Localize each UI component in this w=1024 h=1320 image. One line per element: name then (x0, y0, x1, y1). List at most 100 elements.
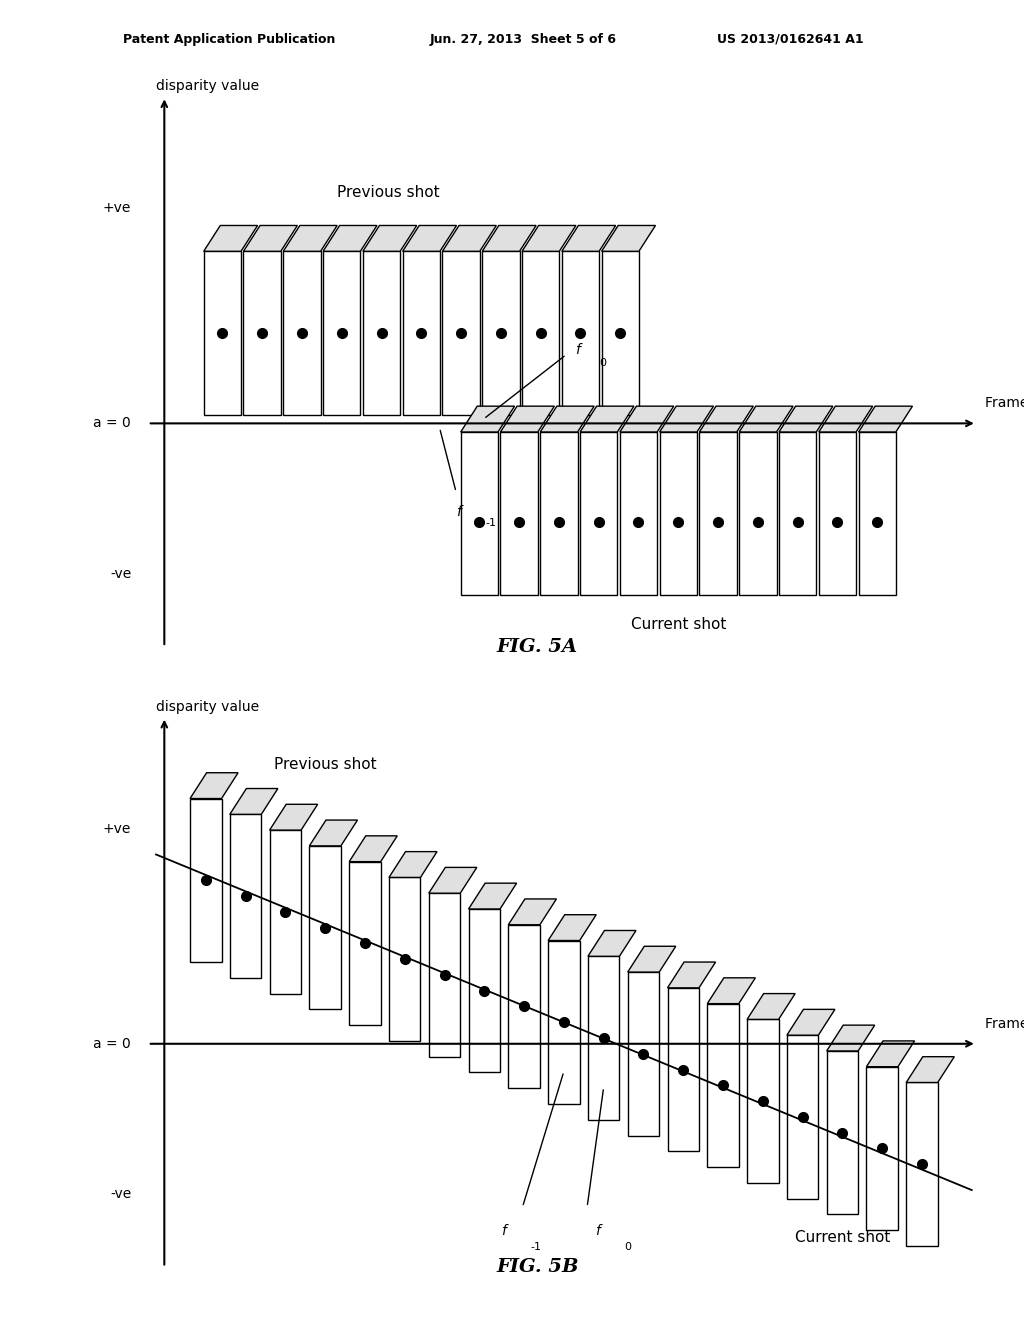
Polygon shape (548, 915, 596, 941)
Text: +ve: +ve (102, 821, 131, 836)
Polygon shape (708, 1003, 738, 1167)
Text: -ve: -ve (110, 1188, 131, 1201)
Polygon shape (602, 226, 655, 251)
Polygon shape (786, 1010, 835, 1035)
Text: +ve: +ve (102, 201, 131, 215)
Polygon shape (548, 941, 580, 1104)
Polygon shape (562, 251, 599, 414)
Polygon shape (501, 432, 538, 595)
Text: Patent Application Publication: Patent Application Publication (123, 33, 335, 46)
Polygon shape (858, 407, 912, 432)
Polygon shape (284, 251, 321, 414)
Polygon shape (442, 226, 497, 251)
Polygon shape (580, 407, 634, 432)
Polygon shape (588, 931, 636, 956)
Polygon shape (402, 251, 440, 414)
Polygon shape (668, 962, 716, 987)
Polygon shape (349, 862, 381, 1026)
Polygon shape (739, 407, 793, 432)
Polygon shape (699, 432, 736, 595)
Polygon shape (620, 407, 674, 432)
Polygon shape (389, 878, 421, 1041)
Polygon shape (324, 226, 377, 251)
Polygon shape (508, 925, 540, 1088)
Text: 0: 0 (599, 358, 606, 368)
Text: a = 0: a = 0 (93, 1036, 131, 1051)
Text: Frame number: Frame number (985, 396, 1024, 411)
Polygon shape (541, 407, 594, 432)
Polygon shape (429, 894, 460, 1057)
Polygon shape (362, 226, 417, 251)
Polygon shape (482, 226, 537, 251)
Text: FIG. 5B: FIG. 5B (496, 1258, 579, 1276)
Polygon shape (866, 1041, 914, 1067)
Polygon shape (244, 251, 281, 414)
Text: f: f (456, 506, 461, 519)
Polygon shape (229, 788, 278, 814)
Polygon shape (628, 946, 676, 972)
Text: FIG. 5A: FIG. 5A (497, 638, 578, 656)
Text: Previous shot: Previous shot (273, 756, 377, 772)
Polygon shape (229, 814, 261, 978)
Polygon shape (204, 226, 258, 251)
Polygon shape (402, 226, 457, 251)
Text: Jun. 27, 2013  Sheet 5 of 6: Jun. 27, 2013 Sheet 5 of 6 (430, 33, 617, 46)
Polygon shape (906, 1082, 938, 1246)
Polygon shape (269, 804, 317, 830)
Polygon shape (469, 909, 500, 1072)
Polygon shape (866, 1067, 898, 1230)
Polygon shape (362, 251, 400, 414)
Polygon shape (819, 407, 872, 432)
Polygon shape (349, 836, 397, 862)
Text: US 2013/0162641 A1: US 2013/0162641 A1 (717, 33, 863, 46)
Polygon shape (858, 432, 896, 595)
Text: f: f (574, 343, 580, 358)
Polygon shape (482, 251, 519, 414)
Polygon shape (309, 846, 341, 1010)
Polygon shape (562, 226, 615, 251)
Polygon shape (628, 972, 659, 1135)
Polygon shape (389, 851, 437, 878)
Polygon shape (602, 251, 639, 414)
Polygon shape (659, 407, 714, 432)
Polygon shape (522, 251, 559, 414)
Polygon shape (461, 432, 498, 595)
Text: f: f (595, 1225, 600, 1238)
Polygon shape (786, 1035, 818, 1199)
Text: 0: 0 (625, 1242, 632, 1251)
Text: -1: -1 (485, 517, 497, 528)
Polygon shape (541, 432, 578, 595)
Polygon shape (190, 772, 239, 799)
Text: Frame number: Frame number (985, 1016, 1024, 1031)
Polygon shape (508, 899, 556, 925)
Polygon shape (461, 407, 515, 432)
Text: -1: -1 (530, 1242, 542, 1251)
Polygon shape (668, 987, 699, 1151)
Polygon shape (522, 226, 575, 251)
Polygon shape (779, 407, 833, 432)
Polygon shape (826, 1026, 874, 1051)
Text: disparity value: disparity value (156, 79, 259, 94)
Text: disparity value: disparity value (156, 700, 259, 714)
Polygon shape (309, 820, 357, 846)
Polygon shape (429, 867, 477, 894)
Text: a = 0: a = 0 (93, 416, 131, 430)
Polygon shape (708, 978, 756, 1003)
Polygon shape (284, 226, 337, 251)
Polygon shape (269, 830, 301, 994)
Polygon shape (826, 1051, 858, 1214)
Polygon shape (819, 432, 856, 595)
Text: Current shot: Current shot (795, 1230, 890, 1245)
Polygon shape (244, 226, 297, 251)
Polygon shape (906, 1057, 954, 1082)
Polygon shape (501, 407, 554, 432)
Polygon shape (442, 251, 479, 414)
Polygon shape (659, 432, 697, 595)
Polygon shape (620, 432, 657, 595)
Polygon shape (204, 251, 241, 414)
Text: Current shot: Current shot (631, 616, 726, 632)
Polygon shape (190, 799, 221, 962)
Polygon shape (699, 407, 754, 432)
Polygon shape (748, 1019, 778, 1183)
Text: f: f (501, 1225, 506, 1238)
